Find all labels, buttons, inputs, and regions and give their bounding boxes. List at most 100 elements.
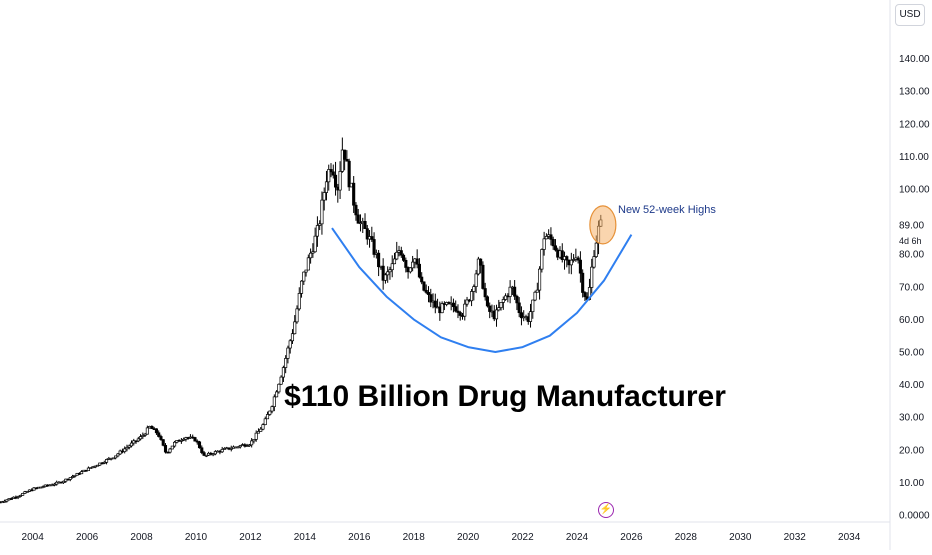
x-tick-label: 2010 [185, 532, 208, 543]
candle-body [329, 169, 333, 173]
candle-body [220, 449, 224, 453]
candle-body [322, 192, 326, 201]
candle-body [515, 295, 519, 304]
candle-body [281, 367, 285, 378]
candle-body [594, 242, 598, 257]
candle-body [139, 436, 143, 440]
candle-body [163, 445, 168, 453]
candle-body [504, 295, 508, 300]
candle-body [345, 159, 349, 162]
candle-body [5, 499, 9, 502]
candle-body [125, 447, 129, 450]
candle-body [213, 451, 217, 455]
x-axis[interactable]: 2004 2006 2008 2010 2012 2014 2016 2018 2020 2022… [0, 521, 890, 543]
y-tick-label: 110.00 [899, 152, 929, 163]
candle-body [290, 333, 295, 342]
candle-body [145, 427, 149, 435]
candle-body [2, 500, 7, 503]
candle-body [118, 450, 122, 455]
candle-body [272, 396, 276, 407]
candle-body [415, 258, 419, 265]
candle-body [286, 347, 290, 359]
candle-body [519, 312, 524, 319]
candle-body [454, 306, 458, 312]
chart-overlay [331, 205, 633, 353]
y-tick-label: 70.00 [899, 282, 924, 293]
candle-body [254, 432, 258, 440]
candle-body [315, 225, 319, 237]
candle-body [313, 235, 317, 253]
candle-body [538, 268, 542, 291]
candle-body [549, 234, 553, 240]
x-tick-label: 2020 [457, 532, 480, 543]
candle-body [279, 376, 283, 385]
x-tick-label: 2024 [566, 532, 589, 543]
candle-body [304, 269, 308, 273]
candle-body [429, 294, 433, 303]
candle-body [268, 410, 272, 415]
candle-body [86, 467, 90, 472]
y-axis[interactable]: 0.0000 10.00 20.00 30.00 40.00 50.00 60.00 70.0… [889, 0, 930, 550]
x-tick-label: 2032 [784, 532, 807, 543]
price-candles [0, 137, 603, 504]
candle-body [404, 260, 408, 268]
candle-body [402, 254, 406, 261]
candle-body [411, 261, 415, 269]
candle-body [388, 269, 392, 273]
candle-body [528, 311, 533, 322]
candle-body [173, 441, 177, 447]
candle-body [488, 305, 492, 312]
candle-body [399, 250, 403, 256]
candle-body [343, 149, 347, 160]
new-high-highlight [589, 205, 617, 245]
candle-body [21, 493, 25, 496]
candle-body [89, 467, 93, 470]
candle-body [161, 439, 165, 446]
candle-body [25, 491, 29, 493]
candle-body [395, 251, 399, 260]
candle-body [331, 171, 335, 176]
candle-body [483, 288, 487, 298]
candle-body [259, 428, 263, 432]
candle-body [68, 477, 72, 480]
candle-body [383, 274, 387, 281]
candle-body [166, 451, 170, 454]
x-tick-label: 2018 [403, 532, 426, 543]
candle-body [93, 465, 97, 468]
candle-body [392, 258, 397, 265]
candle-body [363, 220, 367, 230]
candle-body [150, 426, 154, 429]
candle-body [463, 303, 467, 317]
candle-body [127, 445, 131, 448]
candle-body [297, 293, 301, 310]
candle-body [170, 445, 174, 450]
candle-body [159, 436, 163, 440]
candle-body [9, 498, 13, 500]
candle-body [417, 263, 421, 278]
candle-body [114, 455, 118, 459]
candle-body [41, 486, 45, 488]
y-tick-label: 30.00 [899, 413, 924, 424]
candle-body [136, 438, 140, 442]
candle-body [263, 418, 267, 425]
candle-body [311, 251, 315, 254]
candle-body [426, 292, 431, 295]
timeframe-label: 4d 6h [899, 236, 922, 246]
lightning-icon[interactable]: ⚡ [598, 502, 614, 518]
candle-body [324, 181, 329, 193]
candle-body [70, 476, 75, 478]
x-tick-label: 2030 [729, 532, 752, 543]
x-tick-label: 2004 [22, 532, 45, 543]
candle-body [592, 256, 596, 268]
candle-body [52, 483, 56, 486]
candle-body [327, 169, 331, 183]
candle-body [422, 281, 426, 291]
currency-selector[interactable]: USD [895, 4, 925, 26]
candle-body [200, 447, 204, 453]
candle-body [309, 252, 313, 259]
candle-body [182, 438, 186, 441]
candle-body [451, 302, 455, 307]
candle-body [408, 267, 412, 273]
